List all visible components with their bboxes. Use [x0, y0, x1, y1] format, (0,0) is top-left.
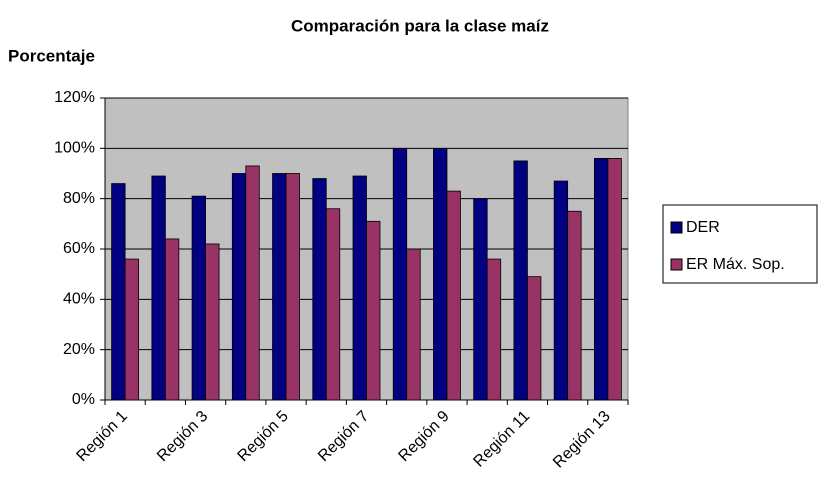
x-tick-label: Región 1 — [74, 408, 131, 465]
x-tick-label: Región 11 — [470, 408, 533, 471]
legend-label: DER — [686, 219, 720, 236]
y-tick-label: 80% — [63, 190, 95, 207]
y-tick-label: 40% — [63, 291, 95, 308]
legend-box — [662, 204, 818, 284]
x-tick-label: Región 9 — [395, 408, 452, 465]
bar — [205, 243, 220, 401]
y-tick-label: 120% — [54, 89, 95, 106]
legend-swatch — [670, 258, 683, 271]
bar — [312, 178, 327, 401]
x-tick-label: Región 3 — [154, 408, 211, 465]
bar — [446, 190, 461, 401]
y-axis-label: Porcentaje — [8, 46, 95, 65]
chart-title: Comparación para la clase maíz — [291, 16, 549, 35]
y-tick-label: 0% — [72, 391, 95, 408]
bar — [325, 208, 341, 401]
bar — [486, 258, 502, 401]
bar — [245, 165, 260, 401]
bar — [231, 173, 247, 401]
legend-label: ER Máx. Sop. — [686, 256, 785, 273]
bar — [151, 175, 166, 401]
x-tick-label: Región 5 — [235, 408, 292, 465]
bar — [285, 173, 300, 401]
bar — [352, 175, 367, 401]
bar — [191, 195, 206, 401]
bar — [607, 157, 622, 401]
y-tick-label: 60% — [63, 240, 95, 257]
bar — [593, 157, 609, 401]
bar — [164, 238, 180, 401]
x-tick-label: Región 7 — [315, 408, 372, 465]
bar — [124, 258, 140, 401]
bar — [527, 276, 542, 401]
bar — [513, 160, 528, 401]
bar — [111, 183, 126, 401]
bar — [567, 210, 582, 401]
bar — [433, 147, 448, 401]
bar — [272, 173, 287, 401]
bar — [553, 180, 569, 401]
bar — [366, 220, 381, 401]
bar — [406, 248, 421, 401]
y-tick-label: 20% — [63, 341, 95, 358]
y-tick-label: 100% — [54, 140, 95, 157]
legend-swatch — [670, 221, 683, 234]
bar — [473, 198, 488, 401]
x-tick-label: Región 13 — [550, 408, 614, 472]
bar — [392, 147, 408, 401]
